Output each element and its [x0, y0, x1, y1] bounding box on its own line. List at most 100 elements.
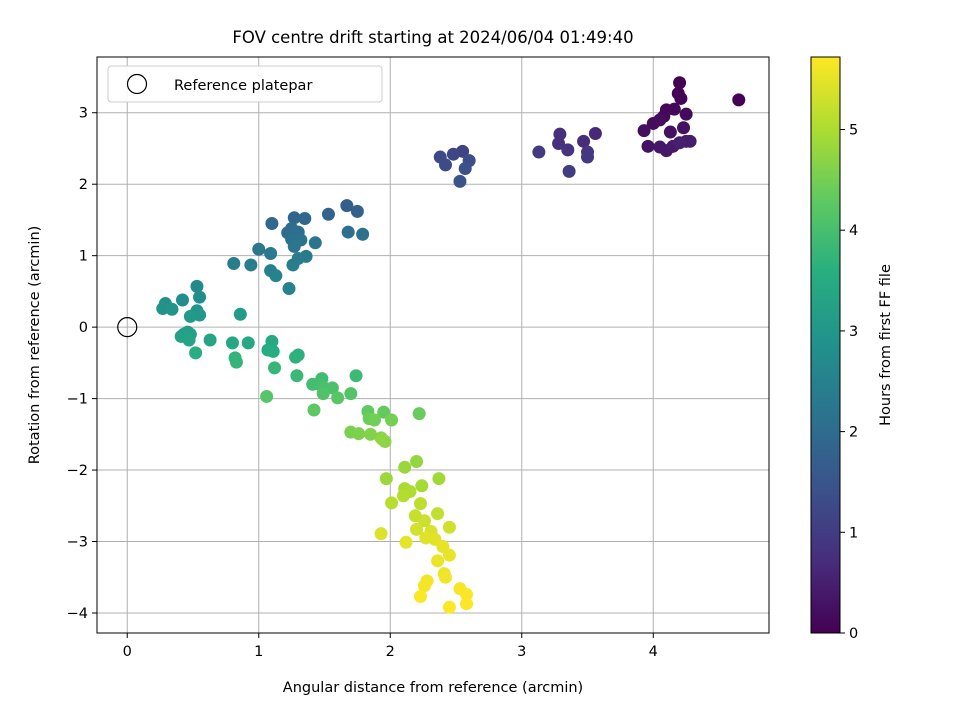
legend-marker-reference [126, 73, 148, 95]
data-point [732, 93, 746, 107]
data-point [377, 405, 391, 419]
data-point [385, 413, 399, 427]
data-point [244, 258, 258, 272]
data-point [460, 597, 474, 611]
data-point [552, 136, 566, 150]
y-tick-label: −3 [67, 535, 88, 551]
data-point [414, 497, 428, 511]
data-point [438, 570, 452, 584]
data-point [203, 333, 217, 347]
data-point [175, 293, 189, 307]
y-axis-label: Rotation from reference (arcmin) [27, 226, 43, 465]
data-point [252, 242, 266, 256]
data-point [374, 527, 388, 541]
colorbar-tick-label: 0 [849, 626, 858, 642]
reference-marker [117, 317, 138, 338]
y-tick-label: 0 [79, 320, 88, 336]
x-axis-label: Angular distance from reference (arcmin) [283, 680, 583, 696]
data-point [165, 302, 179, 316]
data-point [266, 344, 280, 358]
data-point [344, 387, 358, 401]
data-point [193, 290, 207, 304]
data-point [653, 113, 667, 127]
data-point [316, 387, 330, 401]
colorbar-tick-label: 4 [849, 223, 858, 239]
data-point [431, 507, 445, 521]
data-point [183, 309, 197, 323]
data-point [399, 535, 413, 549]
x-tick-label: 2 [386, 644, 395, 660]
data-point [356, 227, 370, 241]
data-point [321, 207, 335, 221]
data-point [331, 391, 345, 405]
legend: Reference platepar [107, 65, 383, 103]
data-point [282, 282, 296, 296]
data-point [367, 413, 381, 427]
data-point [398, 460, 412, 474]
data-point [341, 225, 355, 239]
y-tick-label: 1 [79, 249, 88, 265]
chart-title: FOV centre drift starting at 2024/06/04 … [232, 28, 633, 47]
data-point [677, 121, 691, 135]
y-axis-ticks: −4 −3 −2 −1 0 1 2 3 [67, 106, 97, 622]
data-point [307, 403, 321, 417]
x-tick-label: 1 [254, 644, 263, 660]
data-point [364, 427, 378, 441]
data-point [340, 199, 354, 213]
data-point [298, 212, 312, 226]
data-point [431, 554, 445, 568]
data-point [385, 496, 399, 510]
data-point [679, 107, 693, 121]
data-point [673, 76, 687, 90]
data-point [442, 600, 456, 614]
data-point [412, 407, 426, 421]
data-point [268, 361, 282, 375]
y-tick-label: −1 [67, 392, 88, 408]
data-point [438, 158, 452, 172]
data-point [286, 258, 300, 272]
data-points [156, 76, 746, 614]
data-point [269, 269, 283, 283]
data-point [308, 236, 322, 250]
colorbar-gradient [810, 56, 841, 634]
data-point [641, 139, 655, 153]
data-point [446, 147, 460, 161]
data-point [581, 150, 595, 164]
data-point [287, 239, 301, 253]
data-point [229, 355, 243, 369]
data-point [264, 247, 278, 261]
y-tick-label: −4 [67, 606, 88, 622]
legend-box [107, 65, 383, 103]
data-point [442, 520, 456, 534]
data-point [460, 587, 474, 601]
data-point [350, 204, 364, 218]
y-tick-label: −2 [67, 463, 88, 479]
data-point [396, 489, 410, 503]
data-point [458, 161, 472, 175]
data-point [352, 427, 366, 441]
data-point [375, 432, 389, 446]
data-point [577, 134, 591, 148]
data-point [290, 369, 304, 383]
data-point [349, 369, 363, 383]
data-point [265, 217, 279, 231]
data-point [667, 102, 681, 116]
data-point [683, 134, 697, 148]
data-point [233, 307, 247, 321]
data-point [190, 279, 204, 293]
data-point [417, 514, 431, 528]
data-point [287, 211, 301, 225]
x-axis-ticks: 0 1 2 3 4 [123, 633, 658, 660]
colorbar-tick-label: 2 [849, 425, 858, 441]
colorbar-label: Hours from first FF file [878, 264, 894, 426]
data-point [561, 143, 575, 157]
x-tick-label: 4 [649, 644, 658, 660]
data-point [182, 333, 196, 347]
x-tick-label: 3 [517, 644, 526, 660]
data-point [674, 91, 688, 105]
colorbar-tick-label: 5 [849, 123, 858, 139]
data-point [260, 389, 274, 403]
plot-frame [96, 56, 770, 634]
data-point [289, 350, 303, 364]
y-tick-label: 2 [79, 177, 88, 193]
